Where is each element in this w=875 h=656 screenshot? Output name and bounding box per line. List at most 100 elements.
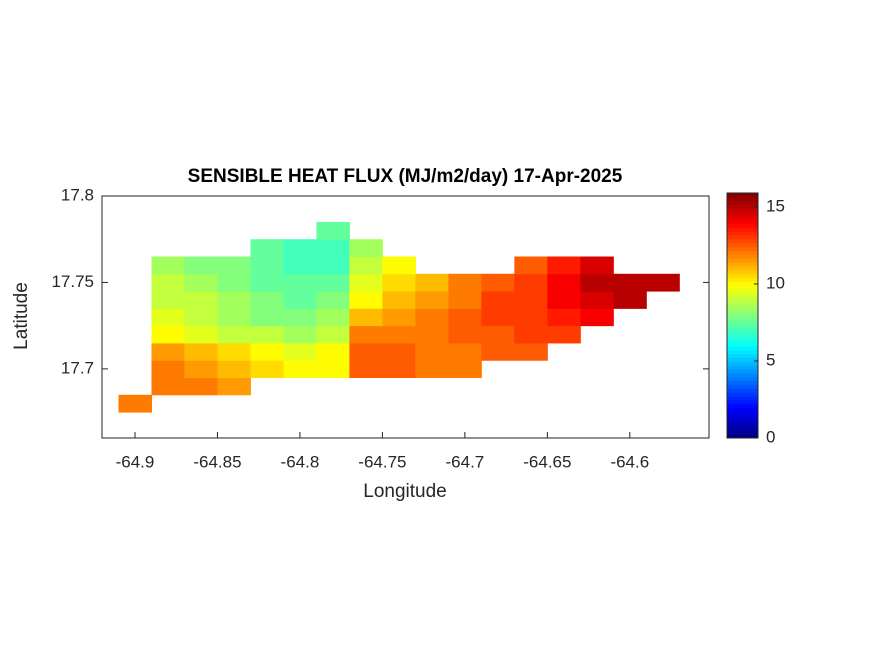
colorbar-segment [727, 219, 758, 225]
heat-cell [151, 325, 185, 344]
colorbar-segment [727, 326, 758, 332]
heat-cell [481, 308, 515, 327]
heat-cell [217, 360, 251, 378]
colorbar-segment [727, 330, 758, 336]
x-tick-label: -64.6 [610, 452, 649, 471]
heat-cell [184, 377, 218, 396]
colorbar-segment [727, 277, 758, 282]
colorbar-tick-label: 15 [766, 196, 785, 215]
heat-cell [415, 273, 449, 292]
colorbar-tick-label: 0 [766, 427, 775, 446]
colorbar-segment [727, 399, 758, 405]
heat-cell [547, 291, 581, 309]
colorbar-segment [727, 261, 758, 267]
colorbar-segment [727, 338, 758, 343]
colorbar-segment [727, 369, 758, 374]
colorbar-segment [727, 269, 758, 274]
heat-cell [217, 325, 251, 344]
x-tick-label: -64.85 [193, 452, 241, 471]
heat-cell [349, 342, 383, 361]
colorbar-segment [727, 346, 758, 351]
chart-title: SENSIBLE HEAT FLUX (MJ/m2/day) 17-Apr-20… [188, 166, 623, 187]
colorbar-segment [727, 426, 758, 431]
heat-cell [448, 308, 482, 327]
heat-cell [415, 325, 449, 344]
colorbar-segment [727, 288, 758, 294]
colorbar-segment [727, 388, 758, 393]
heat-cell [151, 308, 185, 327]
colorbar-segment [727, 204, 758, 209]
colorbar-segment [727, 365, 758, 370]
heat-cell [349, 239, 383, 257]
colorbar-segment [727, 258, 758, 263]
heat-cell [481, 342, 515, 361]
heat-cell [646, 273, 680, 292]
heat-cell [250, 256, 284, 275]
heat-cell [349, 273, 383, 292]
heat-cell [382, 360, 416, 378]
heat-cell [283, 342, 317, 361]
heat-cell [250, 291, 284, 309]
colorbar-segment [727, 300, 758, 305]
heat-cell [547, 273, 581, 292]
colorbar-tick-label: 10 [766, 273, 785, 292]
x-tick-label: -64.9 [116, 452, 155, 471]
heat-cell [481, 291, 515, 309]
colorbar-segment [727, 415, 758, 420]
heat-cell [250, 325, 284, 344]
heat-cell [184, 325, 218, 344]
heat-cell [283, 308, 317, 327]
heat-cell [184, 256, 218, 275]
colorbar-segment [727, 246, 758, 251]
colorbar-segment [727, 430, 758, 435]
heat-cell [151, 377, 185, 396]
heat-cell [316, 325, 350, 344]
colorbar-segment [727, 196, 758, 202]
colorbar-segment [727, 357, 758, 362]
heat-cell [184, 360, 218, 378]
heat-cell [151, 256, 185, 275]
heat-cell [250, 273, 284, 292]
heat-cell [415, 308, 449, 327]
colorbar-segment [727, 315, 758, 320]
colorbar-segment [727, 418, 758, 424]
colorbar-segment [727, 403, 758, 408]
axes-box [101, 195, 710, 439]
heat-cell [514, 308, 548, 327]
heat-cell [547, 256, 581, 275]
heat-cell [217, 256, 251, 275]
colorbar-segment [727, 200, 758, 205]
heat-cell [349, 256, 383, 275]
heat-cell [217, 273, 251, 292]
heat-cell [184, 291, 218, 309]
heat-cell [217, 308, 251, 327]
heat-cell [151, 291, 185, 309]
heat-cell [481, 325, 515, 344]
colorbar-tick-label: 5 [766, 350, 775, 369]
heat-cell [217, 342, 251, 361]
heat-cell [316, 273, 350, 292]
heat-cell [316, 342, 350, 361]
colorbar-segment [727, 380, 758, 385]
colorbar-segment [727, 392, 758, 397]
colorbar-segment [727, 284, 758, 290]
heat-cell [349, 360, 383, 378]
heat-cell [250, 342, 284, 361]
heat-cell [448, 273, 482, 292]
heat-cell [382, 273, 416, 292]
colorbar-segment [727, 334, 758, 339]
heat-cell [250, 360, 284, 378]
colorbar-segment [727, 323, 758, 328]
heat-cell [613, 291, 647, 309]
heat-cell [283, 256, 317, 275]
heat-cell [349, 291, 383, 309]
heat-cell [283, 291, 317, 309]
heat-cell [283, 273, 317, 292]
heat-cell [316, 360, 350, 378]
colorbar-segment [727, 250, 758, 255]
colorbar-segment [727, 292, 758, 297]
colorbar-box [726, 192, 759, 439]
colorbar-segment [727, 361, 758, 366]
heat-cell [613, 273, 647, 292]
